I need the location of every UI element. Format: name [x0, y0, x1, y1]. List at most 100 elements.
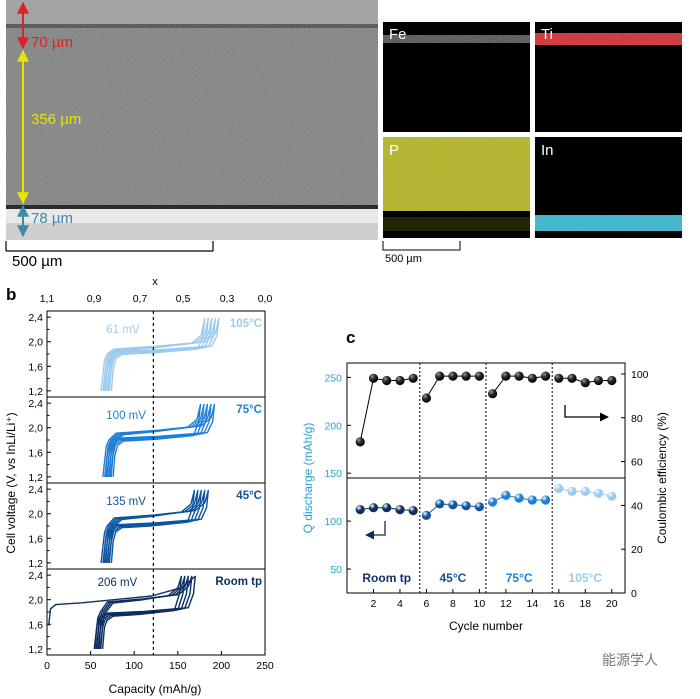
segment-labels: Room tp 45°C 75°C 105°C — [362, 571, 602, 585]
condition-label: 45°C — [236, 490, 262, 502]
segment-label: Room tp — [362, 571, 411, 585]
q-discharge-point — [474, 502, 484, 512]
coulombic-efficiency-point — [501, 371, 511, 381]
coulombic-efficiency-point — [514, 371, 524, 381]
y-tick-label: 2,4 — [28, 570, 43, 582]
q-discharge-point — [355, 505, 365, 515]
q-axis-ticks: 50 100 150 200 250 — [324, 372, 351, 576]
top-tick-label: 0,7 — [133, 293, 148, 305]
polarization-label: 135 mV — [106, 496, 146, 508]
coulombic-efficiency-point — [395, 375, 405, 386]
y-tick-label: 1,2 — [28, 644, 43, 656]
q-discharge-point — [567, 486, 577, 496]
polarization-label: 206 mV — [98, 577, 138, 589]
cycle-axis-ticks: 2 4 6 8 10 12 14 16 18 20 — [371, 589, 618, 610]
edx-scale-bar — [382, 241, 461, 251]
q-axis-title: Q discharge (mAh/g) — [301, 423, 315, 534]
top-tick-label: 0,0 — [258, 293, 273, 305]
y-tick-label: 1,6 — [28, 361, 43, 373]
voltage-curve — [106, 489, 199, 563]
cycle-tick-label: 10 — [474, 598, 486, 610]
coulombic-efficiency-point — [421, 393, 431, 403]
cycle-tick-label: 6 — [424, 598, 430, 610]
q-discharge-point — [607, 491, 617, 501]
edx-label-in: In — [541, 142, 554, 159]
coulombic-efficiency-point — [435, 371, 445, 381]
voltage-curve — [95, 575, 189, 649]
voltage-curve — [99, 575, 182, 649]
voltage-curve — [102, 489, 206, 563]
x-tick-label: 50 — [85, 660, 97, 672]
top-axis-title: x — [152, 276, 158, 288]
subplot-3: 1,2 1,6 2,0 2,4 206 mV Room tp — [28, 568, 266, 656]
y-tick-label: 1,6 — [28, 619, 43, 631]
x-tick-label: 200 — [213, 660, 231, 672]
cycle-tick-label: 4 — [397, 598, 403, 610]
coulombic-efficiency-point — [607, 375, 617, 386]
q-discharge-point — [461, 501, 471, 511]
y-tick-label: 2,0 — [28, 337, 43, 349]
voltage-curve — [108, 489, 196, 563]
layer-thickness-label: 78 µm — [31, 210, 73, 227]
y-tick-label: 1,2 — [28, 386, 43, 398]
top-axis-ticks: 1,1 0,9 0,7 0,5 0,3 0,0 — [40, 293, 273, 315]
q-tick-label: 50 — [330, 564, 342, 576]
ce-tick-label: 60 — [631, 457, 643, 469]
watermark: 能源学人 — [602, 653, 658, 669]
layer-thickness-label: 70 µm — [31, 34, 73, 51]
coulombic-efficiency-point — [593, 375, 604, 386]
segment-label: 45°C — [439, 571, 466, 585]
capacity-axis-title: Capacity (mAh/g) — [109, 682, 202, 696]
coulombic-efficiency-point — [408, 373, 418, 383]
q-discharge-point — [395, 505, 405, 515]
ce-tick-label: 80 — [631, 413, 643, 425]
cycle-tick-label: 2 — [371, 598, 377, 610]
panel-label-c: c — [346, 328, 355, 347]
coulombic-efficiency-point — [382, 375, 392, 386]
edx-map-fe: Fe — [383, 22, 530, 132]
coulombic-efficiency-point — [488, 389, 498, 399]
y-tick-label: 2,4 — [28, 312, 43, 324]
voltage-profiles: 1,2 1,6 2,0 2,4 61 mV 105°C 1,2 1,6 2,0 2,4 100 mV… — [28, 310, 266, 656]
voltage-curve — [108, 317, 206, 391]
ce-axis-arrow — [564, 405, 609, 422]
voltage-axis-title: Cell voltage (V, vs InLi/Li⁺) — [4, 412, 18, 553]
segment-label: 75°C — [506, 571, 533, 585]
subplot-0: 1,2 1,6 2,0 2,4 61 mV 105°C — [28, 310, 266, 398]
ce-tick-label: 0 — [631, 588, 637, 600]
edx-scale-label: 500 µm — [385, 253, 422, 265]
layer-thickness-label: 356 µm — [31, 111, 81, 128]
cycle-tick-label: 14 — [526, 598, 538, 610]
ce-tick-label: 20 — [631, 544, 643, 556]
cycle-axis-title: Cycle number — [449, 619, 523, 633]
voltage-curve — [105, 403, 209, 477]
coulombic-efficiency-point — [580, 378, 590, 388]
q-discharge-point — [514, 493, 524, 503]
coulombic-efficiency-point — [368, 373, 379, 383]
ce-axis-title: Coulombic efficiency (%) — [655, 412, 669, 544]
edx-label-fe: Fe — [389, 26, 407, 43]
voltage-curve — [97, 575, 186, 649]
q-tick-label: 200 — [324, 420, 342, 432]
q-discharge-point — [368, 503, 379, 513]
q-tick-label: 150 — [324, 468, 342, 480]
sem-image — [6, 0, 378, 240]
y-tick-label: 1,2 — [28, 558, 43, 570]
q-discharge-point — [527, 495, 537, 505]
coulombic-efficiency-point — [448, 371, 458, 381]
condition-label: Room tp — [215, 576, 262, 588]
q-discharge-point — [435, 499, 445, 509]
polarization-label: 61 mV — [106, 324, 140, 336]
voltage-curve — [106, 317, 209, 391]
x-tick-label: 250 — [256, 660, 274, 672]
edx-label-p: P — [389, 142, 399, 159]
y-tick-label: 2,0 — [28, 423, 43, 435]
x-tick-label: 0 — [44, 660, 50, 672]
q-axis-arrow — [365, 521, 386, 540]
condition-label: 105°C — [230, 318, 262, 330]
q-tick-label: 100 — [324, 516, 342, 528]
y-tick-label: 2,4 — [28, 398, 43, 410]
x-tick-label: 150 — [169, 660, 187, 672]
segment-label: 105°C — [569, 571, 603, 585]
q-discharge-point — [554, 483, 564, 494]
